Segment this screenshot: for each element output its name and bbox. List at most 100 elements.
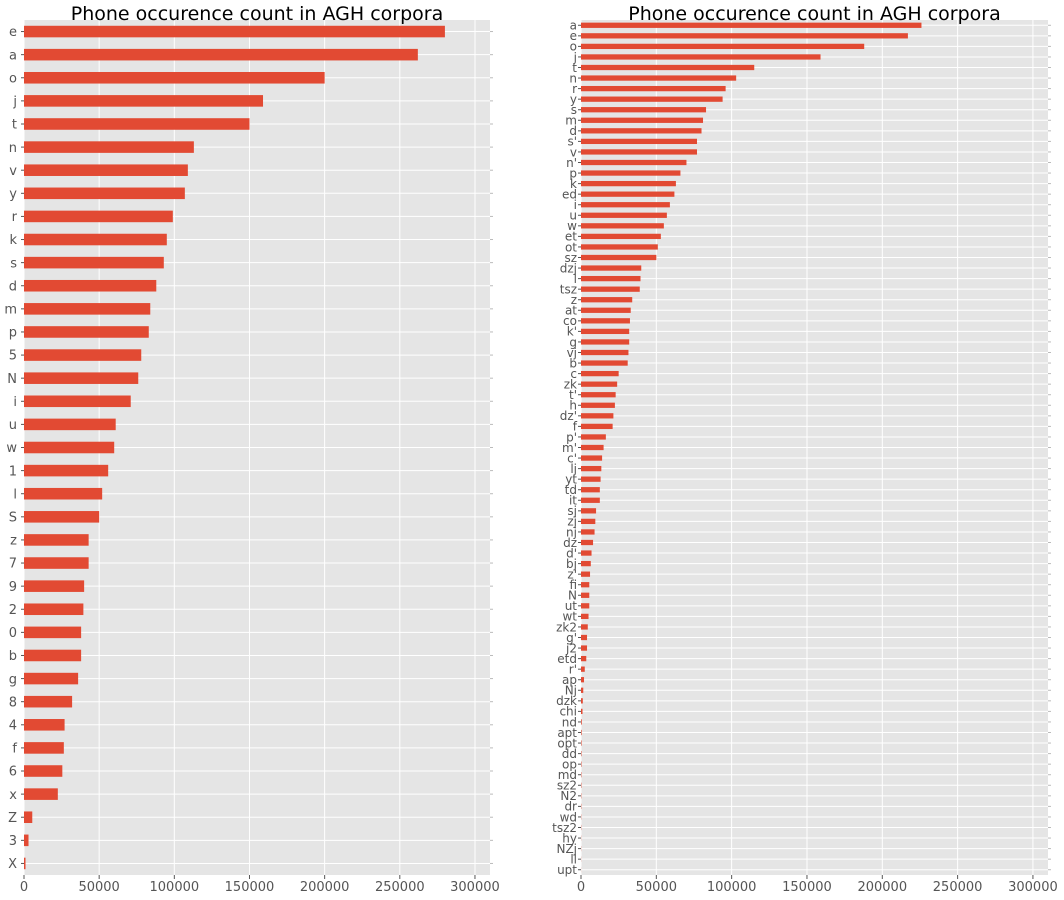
- category-label: S: [9, 511, 17, 526]
- category-label: r: [12, 210, 18, 225]
- category-label: dz: [563, 536, 577, 550]
- bar-o: [581, 43, 865, 50]
- bar-l: [581, 275, 641, 282]
- x-tick-label: 100000: [707, 880, 757, 895]
- bar-N: [581, 592, 590, 598]
- category-label: j: [573, 50, 577, 64]
- bar-a: [581, 22, 922, 28]
- category-label: etd: [557, 652, 577, 666]
- category-label: wd: [560, 810, 577, 824]
- x-tick-label: 0: [577, 880, 585, 895]
- bar-k: [581, 180, 676, 187]
- category-label: md: [558, 768, 577, 782]
- category-label: t: [572, 61, 577, 75]
- category-label: ut: [565, 599, 578, 613]
- bar-w: [24, 441, 115, 454]
- bar-h: [581, 402, 615, 408]
- category-label: p: [569, 166, 577, 180]
- category-label: u: [569, 209, 577, 223]
- category-label: ap: [562, 673, 577, 687]
- bar-u: [581, 212, 667, 218]
- bar-sz: [581, 254, 657, 261]
- category-label: zk: [564, 377, 577, 391]
- category-label: b: [569, 356, 577, 370]
- category-label: n: [569, 71, 577, 85]
- chart-panel-2: 0 50000 100000 150000 200000 250000 300000aeoj…: [552, 3, 1058, 895]
- bar-a: [24, 48, 418, 61]
- bar-Nj: [581, 687, 584, 693]
- category-label: 5: [9, 349, 17, 364]
- category-label: o: [9, 71, 17, 86]
- category-label: tsz: [560, 282, 577, 296]
- category-label: d: [569, 124, 577, 138]
- category-label: dr: [564, 800, 577, 814]
- bar-ed: [581, 191, 675, 197]
- bar-fi: [581, 582, 590, 588]
- bar-e: [581, 33, 908, 39]
- bar-dzj: [581, 265, 642, 271]
- bar-j2: [581, 645, 588, 651]
- bar-u: [24, 418, 116, 431]
- bar-d: [24, 279, 157, 292]
- category-label: z: [10, 534, 17, 549]
- bar-s: [24, 256, 164, 269]
- bar-t': [581, 392, 616, 398]
- category-label: zk2: [556, 620, 577, 634]
- x-tick-label: 250000: [375, 880, 425, 895]
- bar-l: [24, 487, 103, 500]
- category-label: chi: [559, 705, 577, 719]
- category-label: k': [567, 325, 577, 339]
- category-label: o: [570, 40, 577, 54]
- bar-5: [24, 349, 142, 361]
- bar-j: [24, 95, 264, 107]
- category-label: w: [6, 441, 17, 456]
- category-label: m': [562, 441, 577, 455]
- category-label: X: [8, 857, 17, 872]
- category-label: y: [9, 187, 17, 202]
- bar-z: [581, 297, 633, 303]
- category-label: at: [565, 304, 577, 318]
- bar-6: [24, 765, 63, 777]
- category-label: v: [9, 164, 17, 179]
- bar-p: [24, 326, 149, 338]
- bar-t: [24, 118, 250, 130]
- bar-x: [24, 788, 58, 800]
- category-label: fi: [569, 578, 577, 592]
- category-label: tsz2: [552, 821, 577, 835]
- bar-ut: [581, 603, 590, 609]
- category-label: sz: [564, 251, 577, 265]
- category-label: dd: [562, 747, 577, 761]
- category-label: i: [13, 395, 17, 410]
- category-label: s': [567, 135, 577, 149]
- bar-nd: [581, 719, 582, 725]
- category-label: d: [9, 279, 17, 294]
- bar-vj: [581, 349, 629, 356]
- category-label: vj: [567, 346, 577, 360]
- category-label: et: [565, 230, 577, 244]
- category-label: dzk: [556, 694, 577, 708]
- category-label: m: [565, 114, 577, 128]
- category-label: g': [566, 631, 577, 645]
- bar-nj: [581, 529, 595, 535]
- category-label: y: [570, 92, 577, 106]
- bar-e: [24, 25, 445, 38]
- category-label: 3: [9, 834, 17, 849]
- bar-0: [24, 626, 82, 639]
- bar-k': [581, 328, 630, 335]
- category-label: d': [566, 546, 577, 560]
- bar-1: [24, 464, 109, 477]
- bar-d': [581, 550, 592, 556]
- category-label: j: [12, 95, 17, 110]
- chart-title: Phone occurence count in AGH corpora: [628, 3, 1001, 25]
- bar-n: [581, 75, 737, 81]
- bar-dz: [581, 539, 594, 546]
- category-label: g: [569, 335, 577, 349]
- category-label: 8: [9, 695, 17, 710]
- category-label: apt: [557, 726, 577, 740]
- category-label: wt: [562, 610, 577, 624]
- bar-wt: [581, 613, 589, 620]
- category-label: u: [9, 418, 17, 433]
- bar-m: [581, 117, 704, 123]
- category-label: 1: [9, 464, 17, 479]
- bar-9: [24, 580, 85, 592]
